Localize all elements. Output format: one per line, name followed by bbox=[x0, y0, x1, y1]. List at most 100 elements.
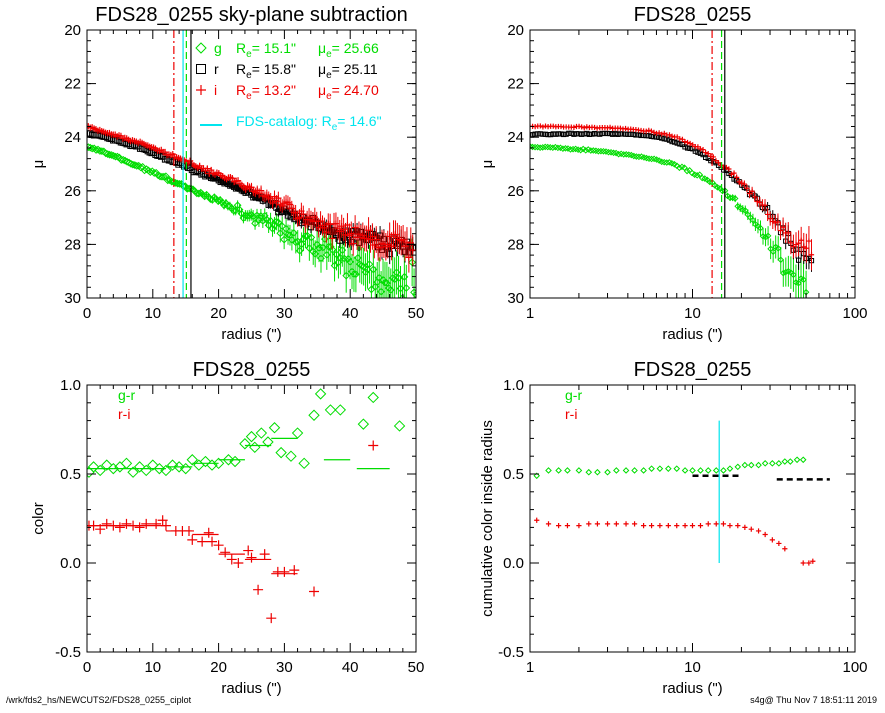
data-point bbox=[781, 458, 789, 465]
data-point bbox=[249, 441, 261, 454]
data-point bbox=[365, 260, 374, 269]
data-point bbox=[665, 523, 671, 529]
data-point bbox=[303, 231, 312, 240]
data-point bbox=[123, 157, 132, 166]
data-point bbox=[320, 235, 329, 244]
legend-catalog: FDS-catalog: Re= 14.6" bbox=[236, 113, 382, 133]
data-point bbox=[259, 549, 270, 560]
y-tick-label: 0.0 bbox=[60, 555, 81, 572]
y-axis-label: color bbox=[30, 502, 47, 535]
data-point bbox=[712, 467, 720, 474]
data-point bbox=[620, 151, 628, 158]
data-point bbox=[762, 202, 768, 208]
legend-item: r-i bbox=[118, 406, 130, 422]
data-point bbox=[800, 276, 807, 284]
data-point bbox=[564, 523, 571, 529]
data-point bbox=[788, 240, 794, 246]
data-point bbox=[622, 467, 630, 474]
data-point bbox=[640, 467, 647, 474]
y-tick-label: 1.0 bbox=[60, 377, 81, 394]
data-point bbox=[186, 454, 198, 466]
data-point bbox=[631, 467, 638, 474]
x-tick-label: 40 bbox=[342, 305, 359, 322]
x-axis-label: radius (") bbox=[221, 680, 281, 697]
data-point bbox=[762, 233, 769, 241]
series-g bbox=[530, 143, 810, 298]
data-point bbox=[199, 455, 212, 468]
data-point bbox=[569, 145, 577, 153]
data-point bbox=[575, 467, 583, 474]
data-point bbox=[726, 166, 732, 172]
data-point bbox=[196, 169, 203, 176]
data-point bbox=[731, 195, 739, 202]
data-point bbox=[556, 523, 562, 529]
data-point bbox=[683, 167, 691, 175]
x-tick-label: 50 bbox=[408, 305, 425, 322]
binned-i bbox=[87, 525, 298, 575]
data-point bbox=[676, 164, 683, 172]
panel-sky-plane-subtraction: 0 10 20 30 40 50 20 22 24 26 28 30 FDS28_0255 sky-pl… bbox=[30, 4, 424, 343]
plot-area bbox=[87, 30, 416, 298]
x-tick-label: 20 bbox=[210, 305, 227, 322]
data-point bbox=[757, 224, 764, 232]
data-point bbox=[806, 238, 812, 244]
data-point bbox=[708, 153, 714, 159]
data-point bbox=[314, 388, 327, 400]
data-point bbox=[534, 517, 540, 523]
data-point bbox=[187, 534, 198, 545]
data-point bbox=[328, 245, 337, 254]
data-point bbox=[173, 461, 185, 473]
data-point bbox=[682, 139, 688, 145]
data-point bbox=[138, 162, 147, 171]
x-axis-label: radius (") bbox=[221, 326, 281, 343]
data-point bbox=[674, 523, 680, 529]
data-point bbox=[536, 144, 544, 152]
legend-mu: μe= 25.11 bbox=[318, 61, 378, 81]
legend-mu: μe= 25.66 bbox=[318, 40, 379, 60]
data-point bbox=[121, 156, 130, 165]
chart-title: FDS28_0255 sky-plane subtraction bbox=[95, 4, 407, 26]
data-point bbox=[253, 584, 264, 595]
legend-band-label: i bbox=[214, 82, 217, 98]
data-point bbox=[541, 143, 549, 151]
data-point bbox=[735, 523, 741, 529]
y-tick-label: 24 bbox=[507, 129, 524, 146]
data-point bbox=[233, 558, 244, 568]
data-point bbox=[715, 160, 722, 166]
data-point bbox=[129, 160, 137, 169]
data-point bbox=[755, 461, 762, 469]
data-point bbox=[796, 257, 802, 263]
data-point bbox=[134, 522, 145, 533]
y-tick-label: 22 bbox=[64, 76, 81, 93]
data-point bbox=[748, 526, 754, 532]
data-point bbox=[197, 536, 208, 547]
data-point bbox=[402, 284, 411, 292]
data-point bbox=[545, 521, 552, 527]
data-point bbox=[646, 127, 652, 133]
plot-area bbox=[530, 30, 815, 298]
data-point bbox=[220, 547, 231, 558]
series-r bbox=[87, 130, 416, 265]
data-point bbox=[663, 159, 671, 166]
data-point bbox=[810, 558, 816, 564]
data-point bbox=[787, 458, 794, 465]
data-point bbox=[648, 465, 655, 472]
data-point bbox=[591, 124, 598, 131]
data-point bbox=[412, 290, 416, 298]
data-point bbox=[559, 145, 567, 152]
data-point bbox=[594, 468, 601, 476]
data-point bbox=[160, 172, 168, 181]
y-tick-label: 20 bbox=[507, 22, 524, 39]
data-point bbox=[640, 523, 647, 529]
chart-title: FDS28_0255 bbox=[634, 359, 752, 381]
binned-g bbox=[87, 437, 390, 470]
x-tick-label: 20 bbox=[210, 659, 227, 676]
data-point bbox=[700, 147, 706, 153]
y-tick-label: 26 bbox=[507, 183, 524, 200]
y-tick-label: 30 bbox=[64, 290, 81, 307]
data-point bbox=[334, 404, 347, 416]
y-tick-label: 0.5 bbox=[503, 466, 524, 483]
data-point bbox=[741, 461, 749, 469]
data-point bbox=[357, 418, 370, 430]
